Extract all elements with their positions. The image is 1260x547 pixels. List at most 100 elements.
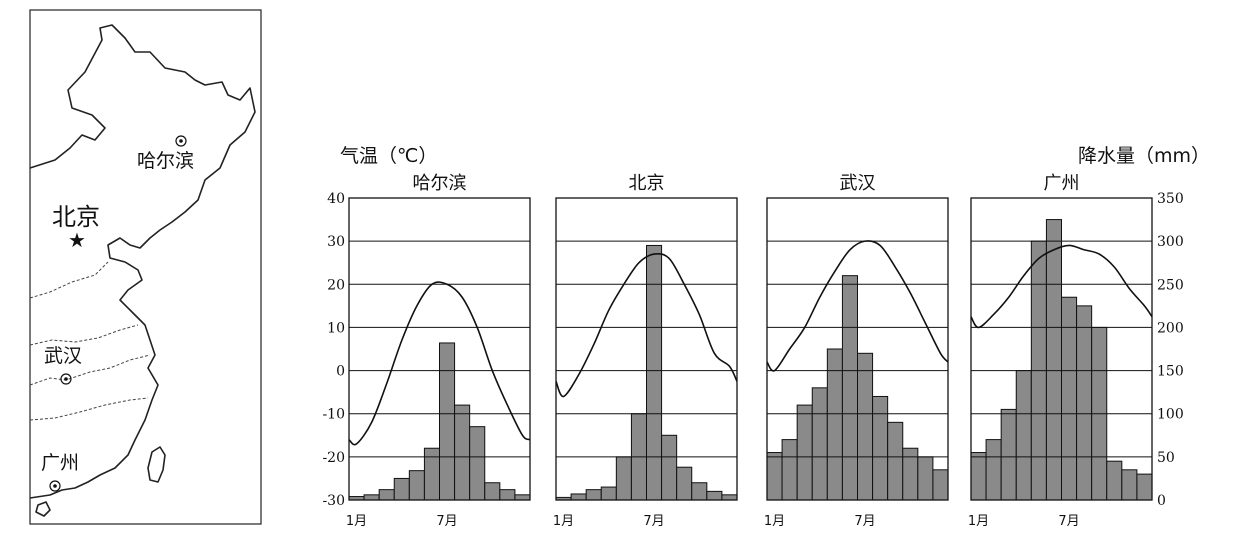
right-axis-title: 降水量（mm） <box>1078 145 1210 167</box>
climate-panel: 哈尔滨 1月 7月 <box>346 173 531 529</box>
precipitation-bar <box>408 470 425 501</box>
precipitation-bar <box>985 439 1002 501</box>
precipitation-bar <box>811 387 828 501</box>
left-axis-ticks: 40 30 20 10 0 -10 -20 -30 <box>322 191 345 509</box>
precip-tick-label: 300 <box>1157 234 1184 250</box>
precipitation-bar <box>676 466 693 501</box>
precipitation-bar <box>570 493 587 501</box>
precipitation-bar <box>932 469 949 501</box>
month-label: 7月 <box>854 514 875 529</box>
temp-tick-label: -20 <box>322 450 345 466</box>
month-label: 1月 <box>553 514 574 529</box>
precipitation-bar <box>1121 469 1138 501</box>
precipitation-bar <box>691 482 708 501</box>
precipitation-bar <box>585 489 602 501</box>
precipitation-bar <box>378 489 395 501</box>
month-label: 1月 <box>764 514 785 529</box>
precipitation-bar <box>826 348 843 501</box>
precipitation-bar <box>781 439 798 501</box>
temp-tick-label: 30 <box>327 234 345 250</box>
month-label: 1月 <box>346 514 367 529</box>
precipitation-bar <box>887 421 904 501</box>
precipitation-bar <box>600 486 617 501</box>
precipitation-bar <box>706 490 723 501</box>
precip-tick-label: 50 <box>1157 450 1175 466</box>
climate-panel: 北京 1月 7月 <box>553 173 738 529</box>
climate-panel: 武汉 1月 7月 <box>764 173 949 529</box>
wuhan-marker <box>60 373 72 385</box>
climate-panel: 广州 1月 7月 <box>968 173 1153 529</box>
temp-tick-label: -30 <box>322 493 345 509</box>
precipitation-bar <box>646 244 663 501</box>
temp-tick-label: 40 <box>327 191 345 207</box>
capital-star-icon: ★ <box>68 228 86 252</box>
province-border <box>29 397 149 421</box>
precipitation-bar <box>857 352 874 501</box>
precipitation-bar <box>1106 460 1123 501</box>
harbin-marker <box>175 135 187 147</box>
precip-tick-label: 0 <box>1157 493 1166 509</box>
precipitation-bar <box>615 456 632 501</box>
temperature-line <box>555 252 738 398</box>
precipitation-bar <box>661 434 678 501</box>
panel-frame <box>766 197 949 501</box>
temperature-line <box>348 281 531 446</box>
precipitation-bar <box>393 477 410 501</box>
panel-frame <box>348 197 531 501</box>
guangzhou-marker <box>49 480 61 492</box>
precipitation-bar <box>484 482 501 501</box>
precipitation-bar <box>469 426 486 501</box>
province-border <box>29 324 139 346</box>
hainan-outline <box>35 501 51 517</box>
panel-frame <box>555 197 738 501</box>
left-axis-title: 气温（℃） <box>340 145 437 167</box>
precipitation-bar <box>1000 408 1017 501</box>
precipitation-bar <box>1136 473 1153 501</box>
month-label: 7月 <box>1058 514 1079 529</box>
precipitation-bar <box>439 342 456 501</box>
precipitation-bar <box>872 395 889 501</box>
month-label: 1月 <box>968 514 989 529</box>
temp-tick-label: 20 <box>327 277 345 293</box>
panel-title: 哈尔滨 <box>413 173 467 194</box>
precipitation-bar <box>363 494 380 501</box>
precip-tick-label: 100 <box>1157 407 1184 423</box>
precip-tick-label: 350 <box>1157 191 1184 207</box>
month-label: 7月 <box>643 514 664 529</box>
panel-frame <box>970 197 1153 501</box>
panel-title: 北京 <box>629 173 665 194</box>
precip-tick-label: 150 <box>1157 364 1184 380</box>
right-axis-ticks: 350 300 250 200 150 100 50 0 <box>1157 191 1184 509</box>
precipitation-bar <box>902 447 919 501</box>
precipitation-bar <box>766 452 783 501</box>
river <box>29 354 151 386</box>
month-label: 7月 <box>436 514 457 529</box>
precipitation-bar <box>721 494 738 501</box>
precipitation-bar <box>841 275 858 501</box>
precipitation-bar <box>1015 370 1032 501</box>
precipitation-bar <box>917 456 934 501</box>
precipitation-bar <box>796 404 813 501</box>
precip-tick-label: 250 <box>1157 277 1184 293</box>
temperature-line <box>766 240 949 372</box>
precipitation-bar <box>499 489 516 501</box>
temp-tick-label: 0 <box>336 364 345 380</box>
temp-tick-label: 10 <box>327 320 345 336</box>
map-frame <box>29 9 262 525</box>
taiwan-outline <box>147 446 166 483</box>
beijing-label: 北京 <box>52 203 100 231</box>
climate-panels: 哈尔滨 1月 7月 北京 1月 7月 武汉 1月 7月 广州 1月 7月 <box>346 173 1153 529</box>
china-outline <box>29 24 256 499</box>
precipitation-bar <box>1076 305 1093 501</box>
province-border <box>29 261 109 299</box>
panel-title: 武汉 <box>840 173 876 194</box>
precipitation-bar <box>514 494 531 501</box>
precipitation-bar <box>454 404 471 501</box>
map-panel: 哈尔滨 北京 ★ 武汉 广州 <box>29 9 262 525</box>
temp-tick-label: -10 <box>322 407 345 423</box>
wuhan-label: 武汉 <box>44 345 82 367</box>
temperature-line <box>970 244 1153 329</box>
precip-tick-label: 200 <box>1157 320 1184 336</box>
precipitation-bar <box>1045 219 1063 501</box>
precipitation-bar <box>970 452 987 501</box>
